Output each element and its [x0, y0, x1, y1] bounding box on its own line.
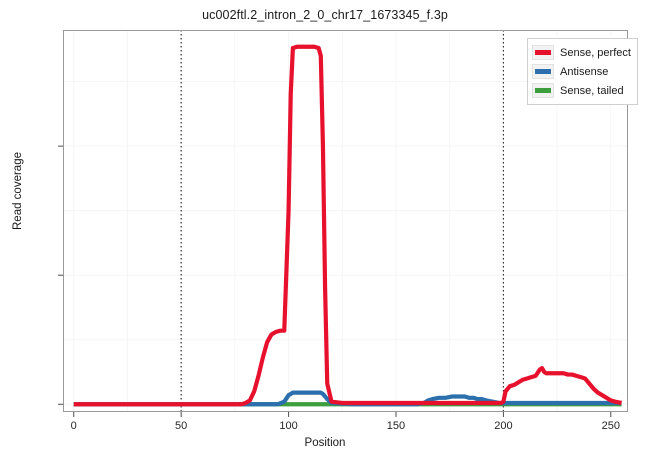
legend-key-icon [532, 64, 554, 79]
x-tick-label: 250 [601, 420, 620, 432]
legend-item[interactable]: Sense, perfect [532, 43, 631, 62]
legend-color-swatch [535, 69, 551, 74]
legend-item[interactable]: Antisense [532, 62, 631, 81]
legend-item[interactable]: Sense, tailed [532, 81, 631, 100]
x-axis-title: Position [304, 437, 346, 449]
x-tick-label: 50 [175, 420, 188, 432]
legend-label: Sense, perfect [560, 46, 631, 59]
x-tick-label: 0 [70, 420, 77, 432]
x-tick-label: 150 [386, 420, 406, 432]
panel-border [63, 30, 628, 412]
x-axis-tick-labels: 0 50 100 150 200 250 [0, 412, 650, 434]
series-line [73, 44, 622, 407]
x-tick-label: 100 [279, 420, 298, 432]
legend-color-swatch [535, 50, 551, 55]
legend-label: Antisense [560, 65, 609, 78]
legend-key-icon [532, 45, 554, 60]
legend-key-icon [532, 83, 554, 98]
x-tick-label: 200 [494, 420, 513, 432]
chart-title: uc002ftl.2_intron_2_0_chr17_1673345_f.3p [202, 8, 448, 22]
legend-label: Sense, tailed [560, 84, 624, 97]
y-axis-tick-labels: 0100200 [0, 0, 63, 460]
legend-color-swatch [535, 88, 551, 93]
chart-legend: Sense, perfect Antisense Sense, tailed [527, 38, 638, 105]
